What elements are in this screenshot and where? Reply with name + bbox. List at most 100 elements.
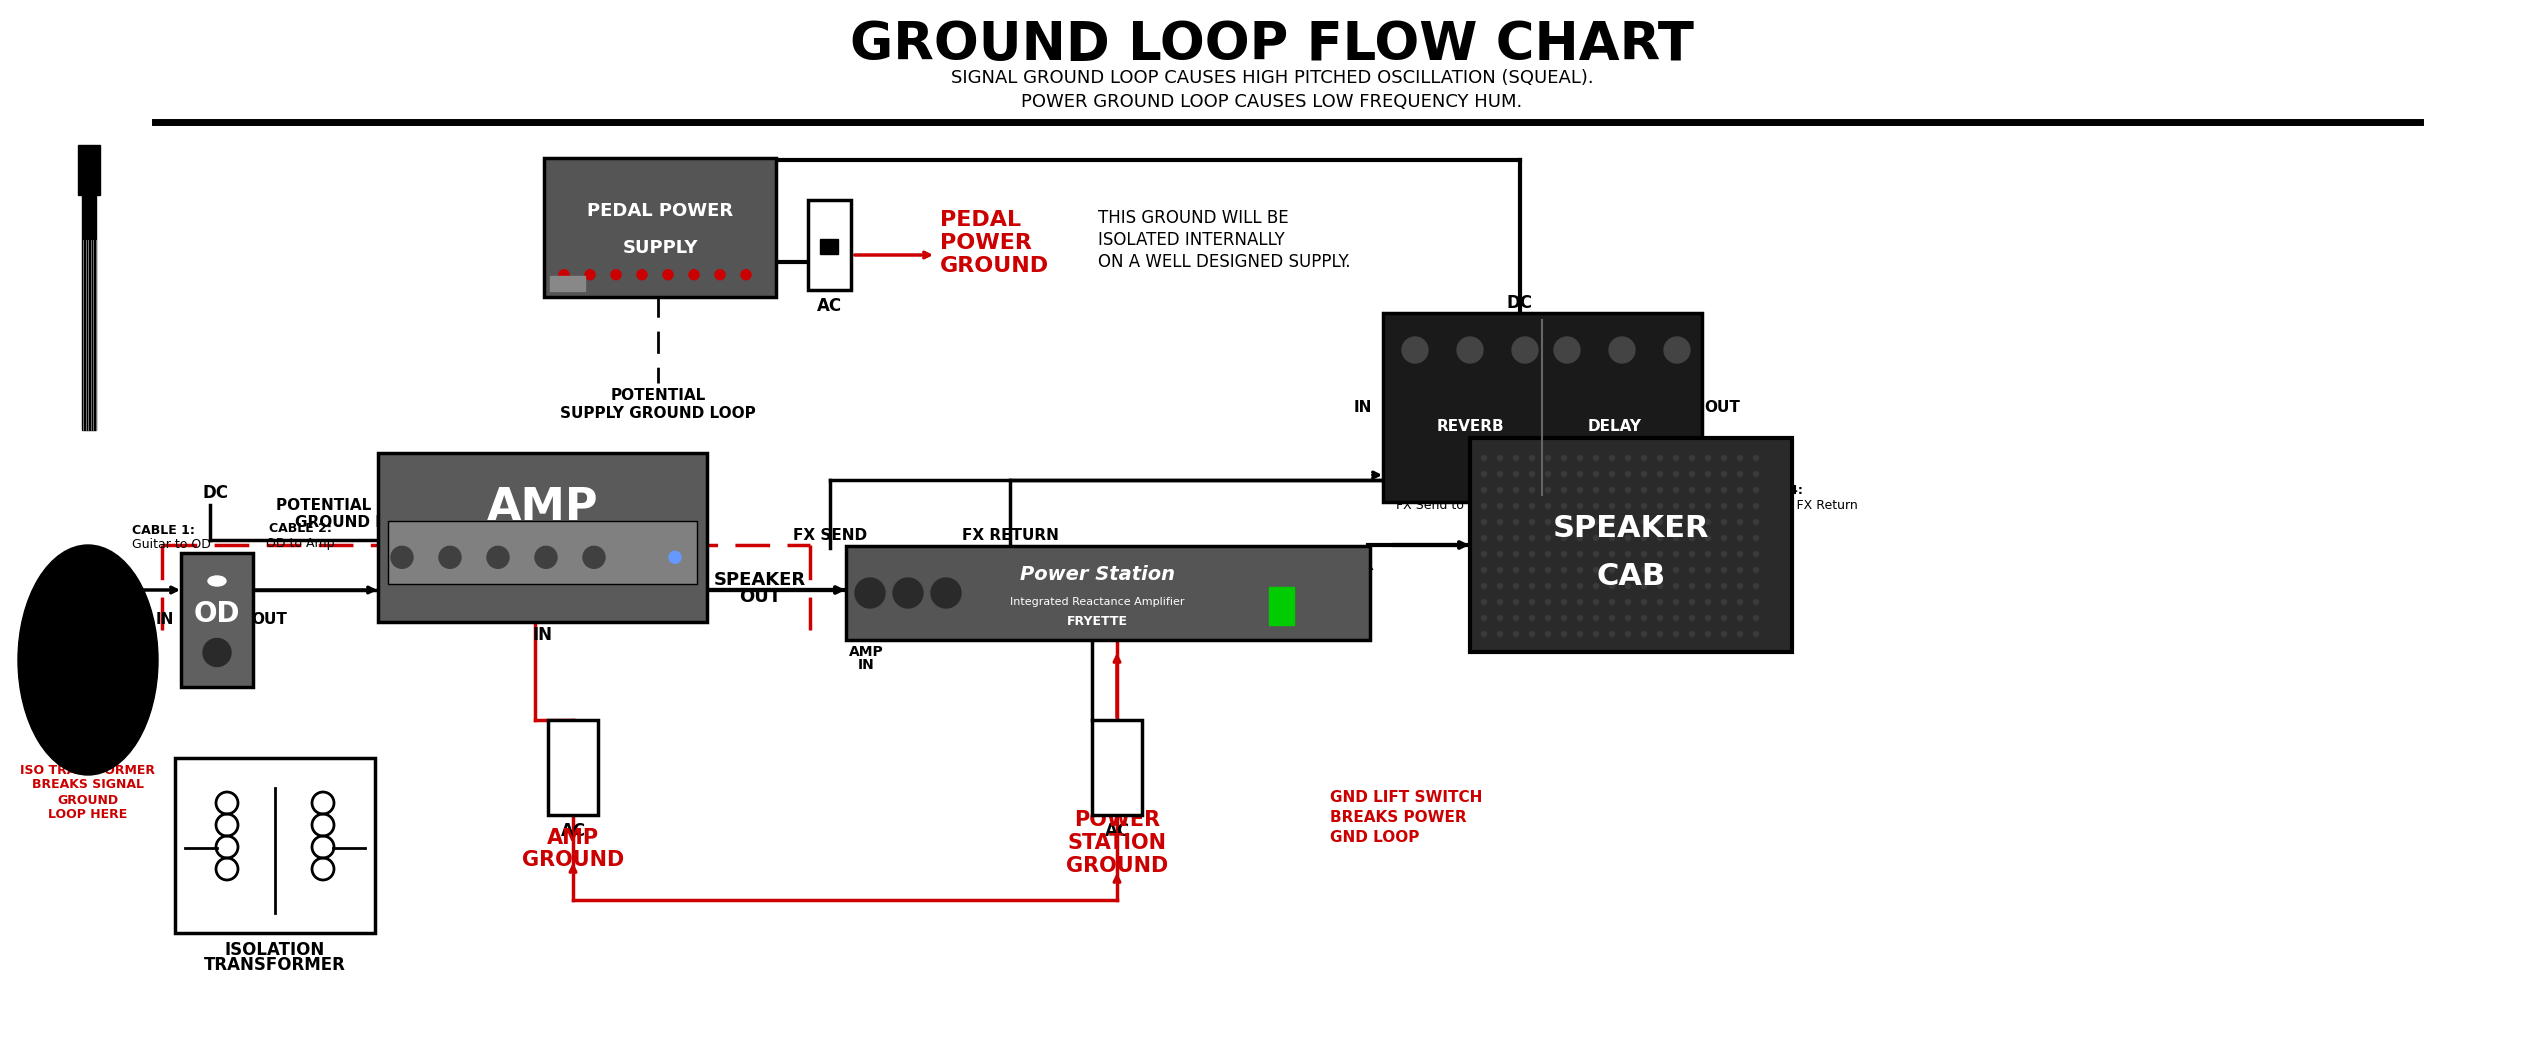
Text: OUT: OUT xyxy=(1704,400,1740,415)
Circle shape xyxy=(1577,535,1582,540)
Circle shape xyxy=(1562,520,1567,525)
Circle shape xyxy=(1529,535,1534,540)
Bar xyxy=(1091,720,1142,815)
Circle shape xyxy=(1498,552,1504,557)
Circle shape xyxy=(1704,487,1710,492)
Text: SIGNAL GROUND LOOP CAUSES HIGH PITCHED OSCILLATION (SQUEAL).: SIGNAL GROUND LOOP CAUSES HIGH PITCHED O… xyxy=(951,69,1593,87)
Text: DELAY: DELAY xyxy=(1587,419,1641,433)
Circle shape xyxy=(1626,584,1631,588)
Circle shape xyxy=(1514,615,1519,620)
Text: ON A WELL DESIGNED SUPPLY.: ON A WELL DESIGNED SUPPLY. xyxy=(1099,254,1351,271)
Circle shape xyxy=(1547,520,1549,525)
Circle shape xyxy=(1514,584,1519,588)
Text: CABLE 3:: CABLE 3: xyxy=(1420,483,1481,497)
Circle shape xyxy=(1738,487,1743,492)
Text: CABLE 2:: CABLE 2: xyxy=(270,522,331,534)
Circle shape xyxy=(1722,472,1727,477)
Circle shape xyxy=(1610,504,1615,508)
Circle shape xyxy=(1593,472,1598,477)
Circle shape xyxy=(486,547,509,568)
Circle shape xyxy=(1674,504,1679,508)
Bar xyxy=(1269,586,1295,624)
Circle shape xyxy=(1753,520,1758,525)
Circle shape xyxy=(1593,632,1598,637)
Circle shape xyxy=(1626,552,1631,557)
Circle shape xyxy=(1626,520,1631,525)
Circle shape xyxy=(1641,584,1646,588)
Circle shape xyxy=(1593,552,1598,557)
Circle shape xyxy=(1722,584,1727,588)
Circle shape xyxy=(1722,600,1727,605)
Circle shape xyxy=(1626,472,1631,477)
Circle shape xyxy=(636,270,646,279)
Circle shape xyxy=(1641,472,1646,477)
Circle shape xyxy=(1753,615,1758,620)
Circle shape xyxy=(1641,455,1646,460)
Circle shape xyxy=(1547,615,1549,620)
Circle shape xyxy=(1689,487,1694,492)
Circle shape xyxy=(1481,520,1486,525)
Circle shape xyxy=(1689,584,1694,588)
Circle shape xyxy=(1577,504,1582,508)
Circle shape xyxy=(585,270,595,279)
Circle shape xyxy=(1514,520,1519,525)
Circle shape xyxy=(1593,535,1598,540)
Circle shape xyxy=(1641,520,1646,525)
Text: SUPPLY: SUPPLY xyxy=(623,239,697,257)
Circle shape xyxy=(1704,504,1710,508)
Circle shape xyxy=(1577,615,1582,620)
Circle shape xyxy=(1626,455,1631,460)
Text: Integrated Reactance Amplifier: Integrated Reactance Amplifier xyxy=(1010,597,1186,607)
Circle shape xyxy=(1529,584,1534,588)
Circle shape xyxy=(1704,535,1710,540)
Circle shape xyxy=(1577,632,1582,637)
Circle shape xyxy=(1659,535,1661,540)
Circle shape xyxy=(1577,487,1582,492)
Circle shape xyxy=(1498,504,1504,508)
Circle shape xyxy=(1641,567,1646,572)
Circle shape xyxy=(1498,600,1504,605)
Text: AC: AC xyxy=(817,297,842,315)
Circle shape xyxy=(1664,337,1689,363)
Circle shape xyxy=(1641,487,1646,492)
Circle shape xyxy=(1514,487,1519,492)
Text: POTENTIAL: POTENTIAL xyxy=(611,388,705,402)
Circle shape xyxy=(1626,535,1631,540)
Circle shape xyxy=(1562,600,1567,605)
Circle shape xyxy=(1577,472,1582,477)
Circle shape xyxy=(1402,337,1427,363)
Text: GROUND LOOP: GROUND LOOP xyxy=(295,514,422,530)
Circle shape xyxy=(1722,535,1727,540)
Circle shape xyxy=(1481,455,1486,460)
Circle shape xyxy=(1659,472,1661,477)
Circle shape xyxy=(1562,632,1567,637)
Circle shape xyxy=(1562,487,1567,492)
Circle shape xyxy=(611,270,621,279)
Circle shape xyxy=(1689,552,1694,557)
Circle shape xyxy=(1753,472,1758,477)
Circle shape xyxy=(1562,535,1567,540)
Bar xyxy=(79,145,99,195)
Circle shape xyxy=(1738,632,1743,637)
Ellipse shape xyxy=(209,576,226,586)
Text: GND LOOP: GND LOOP xyxy=(1331,830,1420,846)
Text: GROUND: GROUND xyxy=(59,794,120,806)
Circle shape xyxy=(1753,632,1758,637)
Circle shape xyxy=(1722,615,1727,620)
Circle shape xyxy=(1610,472,1615,477)
Circle shape xyxy=(1753,504,1758,508)
Circle shape xyxy=(1753,487,1758,492)
Circle shape xyxy=(1514,455,1519,460)
Circle shape xyxy=(1674,600,1679,605)
Bar xyxy=(819,239,837,254)
Circle shape xyxy=(560,270,570,279)
Circle shape xyxy=(1481,535,1486,540)
Circle shape xyxy=(893,578,923,608)
Circle shape xyxy=(534,547,557,568)
Circle shape xyxy=(1659,600,1661,605)
Circle shape xyxy=(1481,600,1486,605)
Circle shape xyxy=(1738,455,1743,460)
Ellipse shape xyxy=(18,545,158,775)
Circle shape xyxy=(1593,615,1598,620)
Circle shape xyxy=(1738,584,1743,588)
